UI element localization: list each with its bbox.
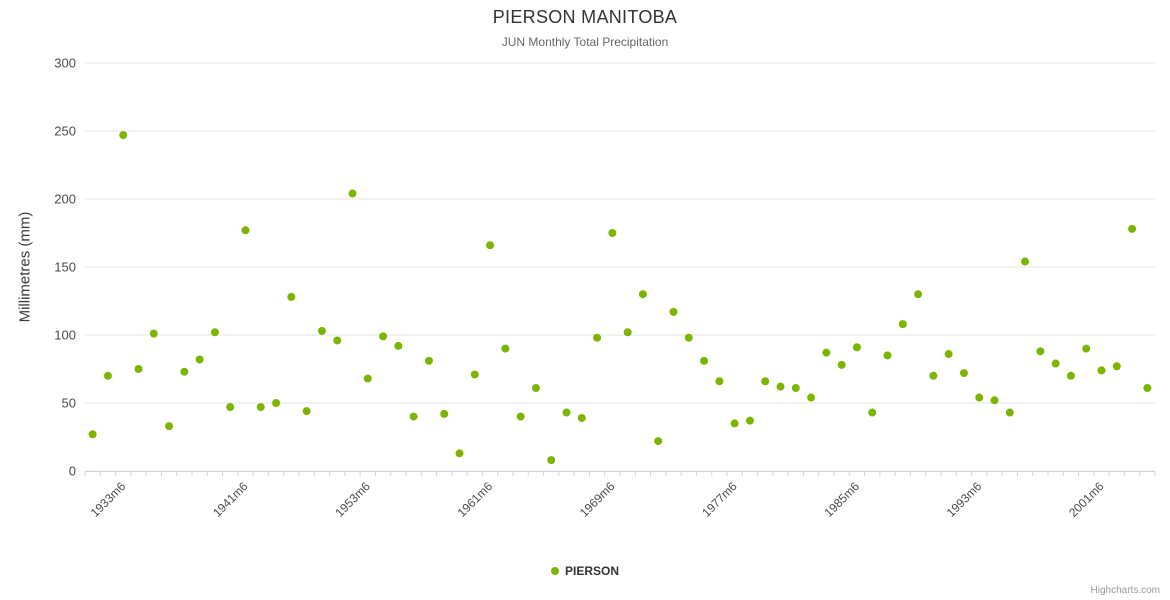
data-point[interactable] (149, 329, 158, 338)
data-point[interactable] (577, 413, 586, 422)
y-tick-label: 50 (62, 396, 76, 411)
data-point[interactable] (241, 226, 250, 235)
data-point[interactable] (409, 412, 418, 421)
x-tick-label: 1985m6 (821, 479, 862, 520)
data-point[interactable] (226, 403, 235, 412)
data-point[interactable] (119, 131, 128, 140)
data-point[interactable] (975, 393, 984, 402)
data-point[interactable] (914, 290, 923, 299)
data-point[interactable] (1021, 257, 1030, 266)
chart-subtitle: JUN Monthly Total Precipitation (501, 35, 669, 49)
data-point[interactable] (272, 399, 281, 407)
data-point[interactable] (562, 408, 571, 417)
data-point[interactable] (623, 328, 632, 337)
data-point[interactable] (363, 374, 372, 383)
data-point[interactable] (791, 384, 800, 393)
legend-marker-icon (550, 567, 559, 575)
data-point[interactable] (684, 333, 693, 342)
data-point[interactable] (1082, 344, 1091, 353)
data-point[interactable] (348, 189, 357, 198)
y-axis-title: Millimetres (mm) (16, 211, 34, 323)
data-point[interactable] (700, 356, 709, 365)
data-point[interactable] (944, 350, 953, 359)
legend-item-pierson[interactable]: PIERSON (0, 564, 1170, 578)
y-tick-label: 250 (54, 124, 76, 139)
data-point[interactable] (1097, 366, 1106, 375)
data-point[interactable] (394, 341, 403, 350)
y-tick-label: 100 (54, 328, 76, 343)
x-tick-label: 1969m6 (577, 479, 618, 520)
data-point[interactable] (287, 292, 296, 301)
data-point[interactable] (165, 422, 174, 431)
x-tick-label: 1977m6 (699, 479, 740, 520)
data-point[interactable] (1128, 224, 1137, 233)
data-point[interactable] (379, 332, 388, 341)
y-tick-label: 0 (69, 464, 76, 479)
data-point[interactable] (501, 344, 510, 353)
data-point[interactable] (180, 367, 189, 376)
data-point[interactable] (195, 355, 204, 364)
data-point[interactable] (807, 393, 816, 402)
data-point[interactable] (1051, 359, 1060, 368)
data-point[interactable] (852, 343, 861, 352)
chart-title: PIERSON MANITOBA (492, 7, 678, 27)
data-point[interactable] (1066, 371, 1075, 380)
y-tick-label: 300 (54, 56, 76, 71)
data-point[interactable] (638, 290, 647, 299)
x-tick-label: 1941m6 (210, 479, 251, 520)
data-point[interactable] (486, 241, 495, 250)
data-point[interactable] (302, 407, 311, 416)
data-point[interactable] (134, 365, 143, 373)
data-point[interactable] (654, 437, 663, 446)
data-point[interactable] (317, 326, 326, 335)
x-tick-label: 2001m6 (1066, 479, 1107, 520)
data-point[interactable] (455, 449, 464, 458)
data-point[interactable] (730, 419, 739, 428)
data-point[interactable] (883, 351, 892, 360)
data-point[interactable] (868, 408, 877, 417)
data-point[interactable] (669, 307, 678, 316)
data-point[interactable] (898, 320, 907, 329)
legend-label: PIERSON (564, 564, 619, 578)
x-tick-label: 1953m6 (332, 479, 373, 520)
x-tick-label: 1993m6 (944, 479, 985, 520)
y-tick-label: 150 (54, 260, 76, 275)
x-tick-label: 1961m6 (455, 479, 496, 520)
data-point[interactable] (547, 456, 556, 465)
data-point[interactable] (929, 371, 938, 380)
data-point[interactable] (822, 348, 831, 357)
y-tick-label: 200 (54, 192, 76, 207)
data-point[interactable] (470, 370, 479, 379)
data-point[interactable] (1112, 362, 1121, 371)
data-point[interactable] (103, 371, 112, 380)
data-point[interactable] (256, 403, 265, 412)
data-point[interactable] (715, 377, 724, 386)
data-point[interactable] (1143, 384, 1152, 393)
data-point[interactable] (516, 412, 525, 421)
data-point[interactable] (1036, 347, 1045, 356)
data-point[interactable] (761, 377, 770, 386)
data-point[interactable] (593, 333, 602, 342)
data-point[interactable] (959, 369, 968, 378)
data-point[interactable] (745, 416, 754, 425)
highcharts-credits-link[interactable]: Highcharts.com (1090, 585, 1160, 596)
data-point[interactable] (210, 328, 219, 337)
data-point[interactable] (1005, 408, 1014, 417)
data-point[interactable] (608, 229, 617, 237)
data-point[interactable] (837, 360, 846, 369)
data-point[interactable] (440, 409, 449, 418)
data-point[interactable] (333, 336, 342, 345)
data-point[interactable] (531, 384, 540, 393)
data-point[interactable] (990, 396, 999, 405)
data-point[interactable] (776, 382, 785, 391)
data-point[interactable] (88, 430, 97, 439)
x-tick-label: 1933m6 (88, 479, 129, 520)
data-point[interactable] (424, 356, 433, 365)
